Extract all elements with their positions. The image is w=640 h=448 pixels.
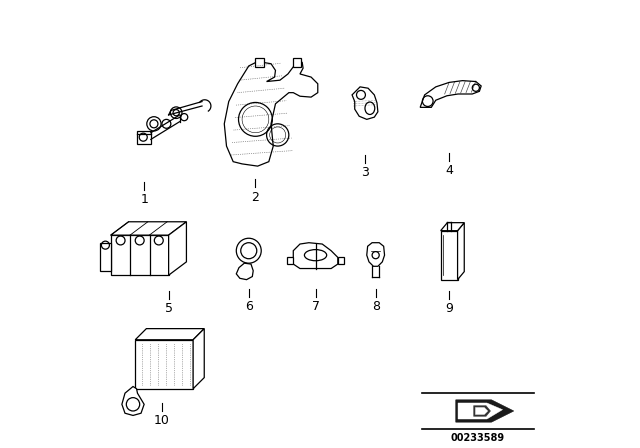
Polygon shape	[476, 407, 488, 414]
Polygon shape	[456, 400, 514, 422]
Polygon shape	[352, 87, 378, 119]
Polygon shape	[441, 223, 464, 231]
Text: 5: 5	[164, 302, 173, 315]
Polygon shape	[100, 243, 111, 271]
Polygon shape	[293, 58, 301, 67]
Polygon shape	[236, 263, 253, 280]
Polygon shape	[111, 235, 168, 275]
Text: 10: 10	[154, 414, 170, 427]
Text: 6: 6	[245, 300, 253, 313]
Polygon shape	[420, 81, 481, 108]
Polygon shape	[474, 405, 490, 416]
Polygon shape	[458, 223, 464, 280]
Polygon shape	[111, 222, 186, 235]
Polygon shape	[458, 403, 502, 419]
Polygon shape	[255, 58, 264, 67]
Polygon shape	[367, 243, 385, 266]
Text: 8: 8	[372, 300, 380, 313]
Text: 00233589: 00233589	[451, 433, 505, 443]
Polygon shape	[287, 258, 293, 264]
Polygon shape	[193, 329, 204, 389]
Text: 7: 7	[312, 300, 319, 313]
Polygon shape	[338, 258, 344, 264]
Text: 9: 9	[445, 302, 453, 315]
Polygon shape	[293, 243, 338, 268]
Text: 1: 1	[140, 193, 148, 206]
Polygon shape	[441, 231, 458, 280]
Text: 2: 2	[252, 190, 259, 203]
Polygon shape	[224, 61, 318, 166]
Polygon shape	[168, 222, 186, 275]
Polygon shape	[122, 387, 144, 415]
Polygon shape	[135, 340, 193, 389]
Polygon shape	[135, 329, 204, 340]
Text: 4: 4	[445, 164, 453, 177]
Text: 3: 3	[360, 166, 369, 179]
Polygon shape	[138, 130, 151, 144]
